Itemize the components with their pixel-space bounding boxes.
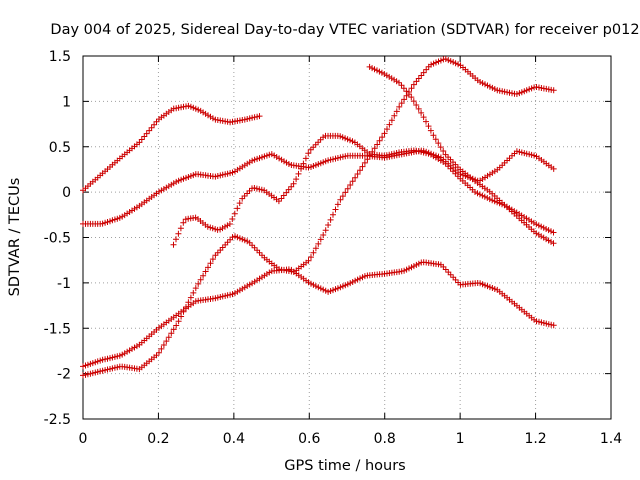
x-tick-label: 1: [456, 431, 465, 447]
x-tick-label: 0.8: [374, 431, 396, 447]
x-tick-label: 1.4: [600, 431, 622, 447]
y-tick-label: -1: [57, 276, 71, 292]
grid: [83, 56, 611, 419]
y-tick-label: -0.5: [44, 231, 71, 247]
series-markers: [170, 132, 557, 248]
series-markers: [80, 259, 557, 370]
chart-title: Day 004 of 2025, Sidereal Day-to-day VTE…: [50, 22, 639, 38]
x-tick-label: 0.6: [298, 431, 320, 447]
series-markers: [80, 102, 263, 194]
x-axis-label: GPS time / hours: [284, 458, 405, 474]
y-tick-label: 0: [62, 185, 71, 201]
data-points: [80, 56, 557, 379]
series-track-6: [366, 63, 557, 247]
x-tick-label: 0.4: [223, 431, 245, 447]
series-track-4: [80, 259, 557, 370]
y-tick-label: 1: [62, 94, 71, 110]
x-tick-label: 0.2: [147, 431, 169, 447]
series-markers: [366, 63, 557, 247]
y-tick-label: -2.5: [44, 412, 71, 428]
x-tick-label: 0: [79, 431, 88, 447]
y-tick-labels: -2.5 -2 -1.5 -1 -0.5 0 0.5 1 1.5: [44, 49, 71, 428]
series-track-1: [80, 102, 263, 194]
series-markers: [80, 56, 557, 379]
y-tick-label: 0.5: [49, 140, 71, 156]
y-tick-label: -2: [57, 367, 71, 383]
axis-ticks: [82, 55, 612, 420]
y-axis-label: SDTVAR / TECUs: [7, 178, 23, 297]
x-tick-labels: 0 0.2 0.4 0.6 0.8 1 1.2 1.4: [79, 431, 623, 447]
y-tick-label: -1.5: [44, 321, 71, 337]
x-tick-label: 1.2: [524, 431, 546, 447]
y-tick-label: 1.5: [49, 49, 71, 65]
series-track-3: [170, 132, 557, 248]
series-track-5: [80, 56, 557, 379]
